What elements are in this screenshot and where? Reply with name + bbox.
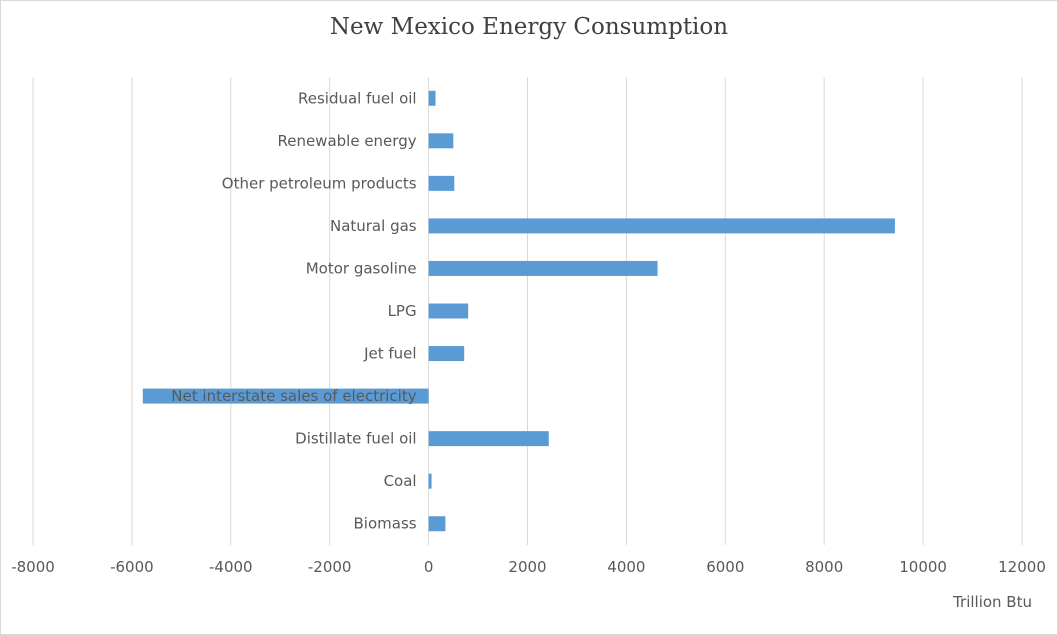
category-label: Jet fuel xyxy=(363,345,417,363)
gridlines xyxy=(32,77,1023,545)
category-label: Other petroleum products xyxy=(222,174,417,192)
x-tick-label: 10000 xyxy=(899,558,947,576)
category-label: Coal xyxy=(384,472,417,490)
x-tick-label: -8000 xyxy=(11,558,55,576)
x-tick-label: 6000 xyxy=(706,558,744,576)
category-label: Biomass xyxy=(354,515,417,533)
bar xyxy=(428,218,895,234)
x-tick-label: -6000 xyxy=(110,558,154,576)
bar xyxy=(142,388,429,404)
category-label: Renewable energy xyxy=(277,132,416,150)
bar xyxy=(428,431,549,447)
category-label: Residual fuel oil xyxy=(298,89,417,107)
bar xyxy=(428,175,455,191)
category-labels: Residual fuel oil Renewable energy Other p… xyxy=(171,89,416,532)
x-axis-ticks: -8000 -6000 -4000 -2000 0 2000 4000 6000 8000 100… xyxy=(11,558,1046,576)
x-tick-label: 4000 xyxy=(607,558,645,576)
x-tick-label: -2000 xyxy=(308,558,352,576)
category-label: Distillate fuel oil xyxy=(295,430,416,448)
category-label: Natural gas xyxy=(330,217,417,235)
bar xyxy=(428,303,469,319)
category-label: Net interstate sales of electricity xyxy=(171,387,416,405)
bar xyxy=(428,473,432,489)
bar xyxy=(428,90,436,106)
category-label: LPG xyxy=(388,302,417,320)
x-tick-label: 8000 xyxy=(805,558,843,576)
x-tick-label: -4000 xyxy=(209,558,253,576)
bar-series xyxy=(142,90,895,532)
x-axis-title: Trillion Btu xyxy=(953,593,1032,611)
bar xyxy=(428,346,465,362)
category-label: Motor gasoline xyxy=(306,259,417,277)
x-tick-label: 2000 xyxy=(508,558,546,576)
x-tick-label: 12000 xyxy=(998,558,1046,576)
bar xyxy=(428,260,658,276)
bar xyxy=(428,133,454,149)
x-tick-label: 0 xyxy=(424,558,434,576)
chart-title: New Mexico Energy Consumption xyxy=(329,14,729,40)
bar xyxy=(428,516,446,532)
